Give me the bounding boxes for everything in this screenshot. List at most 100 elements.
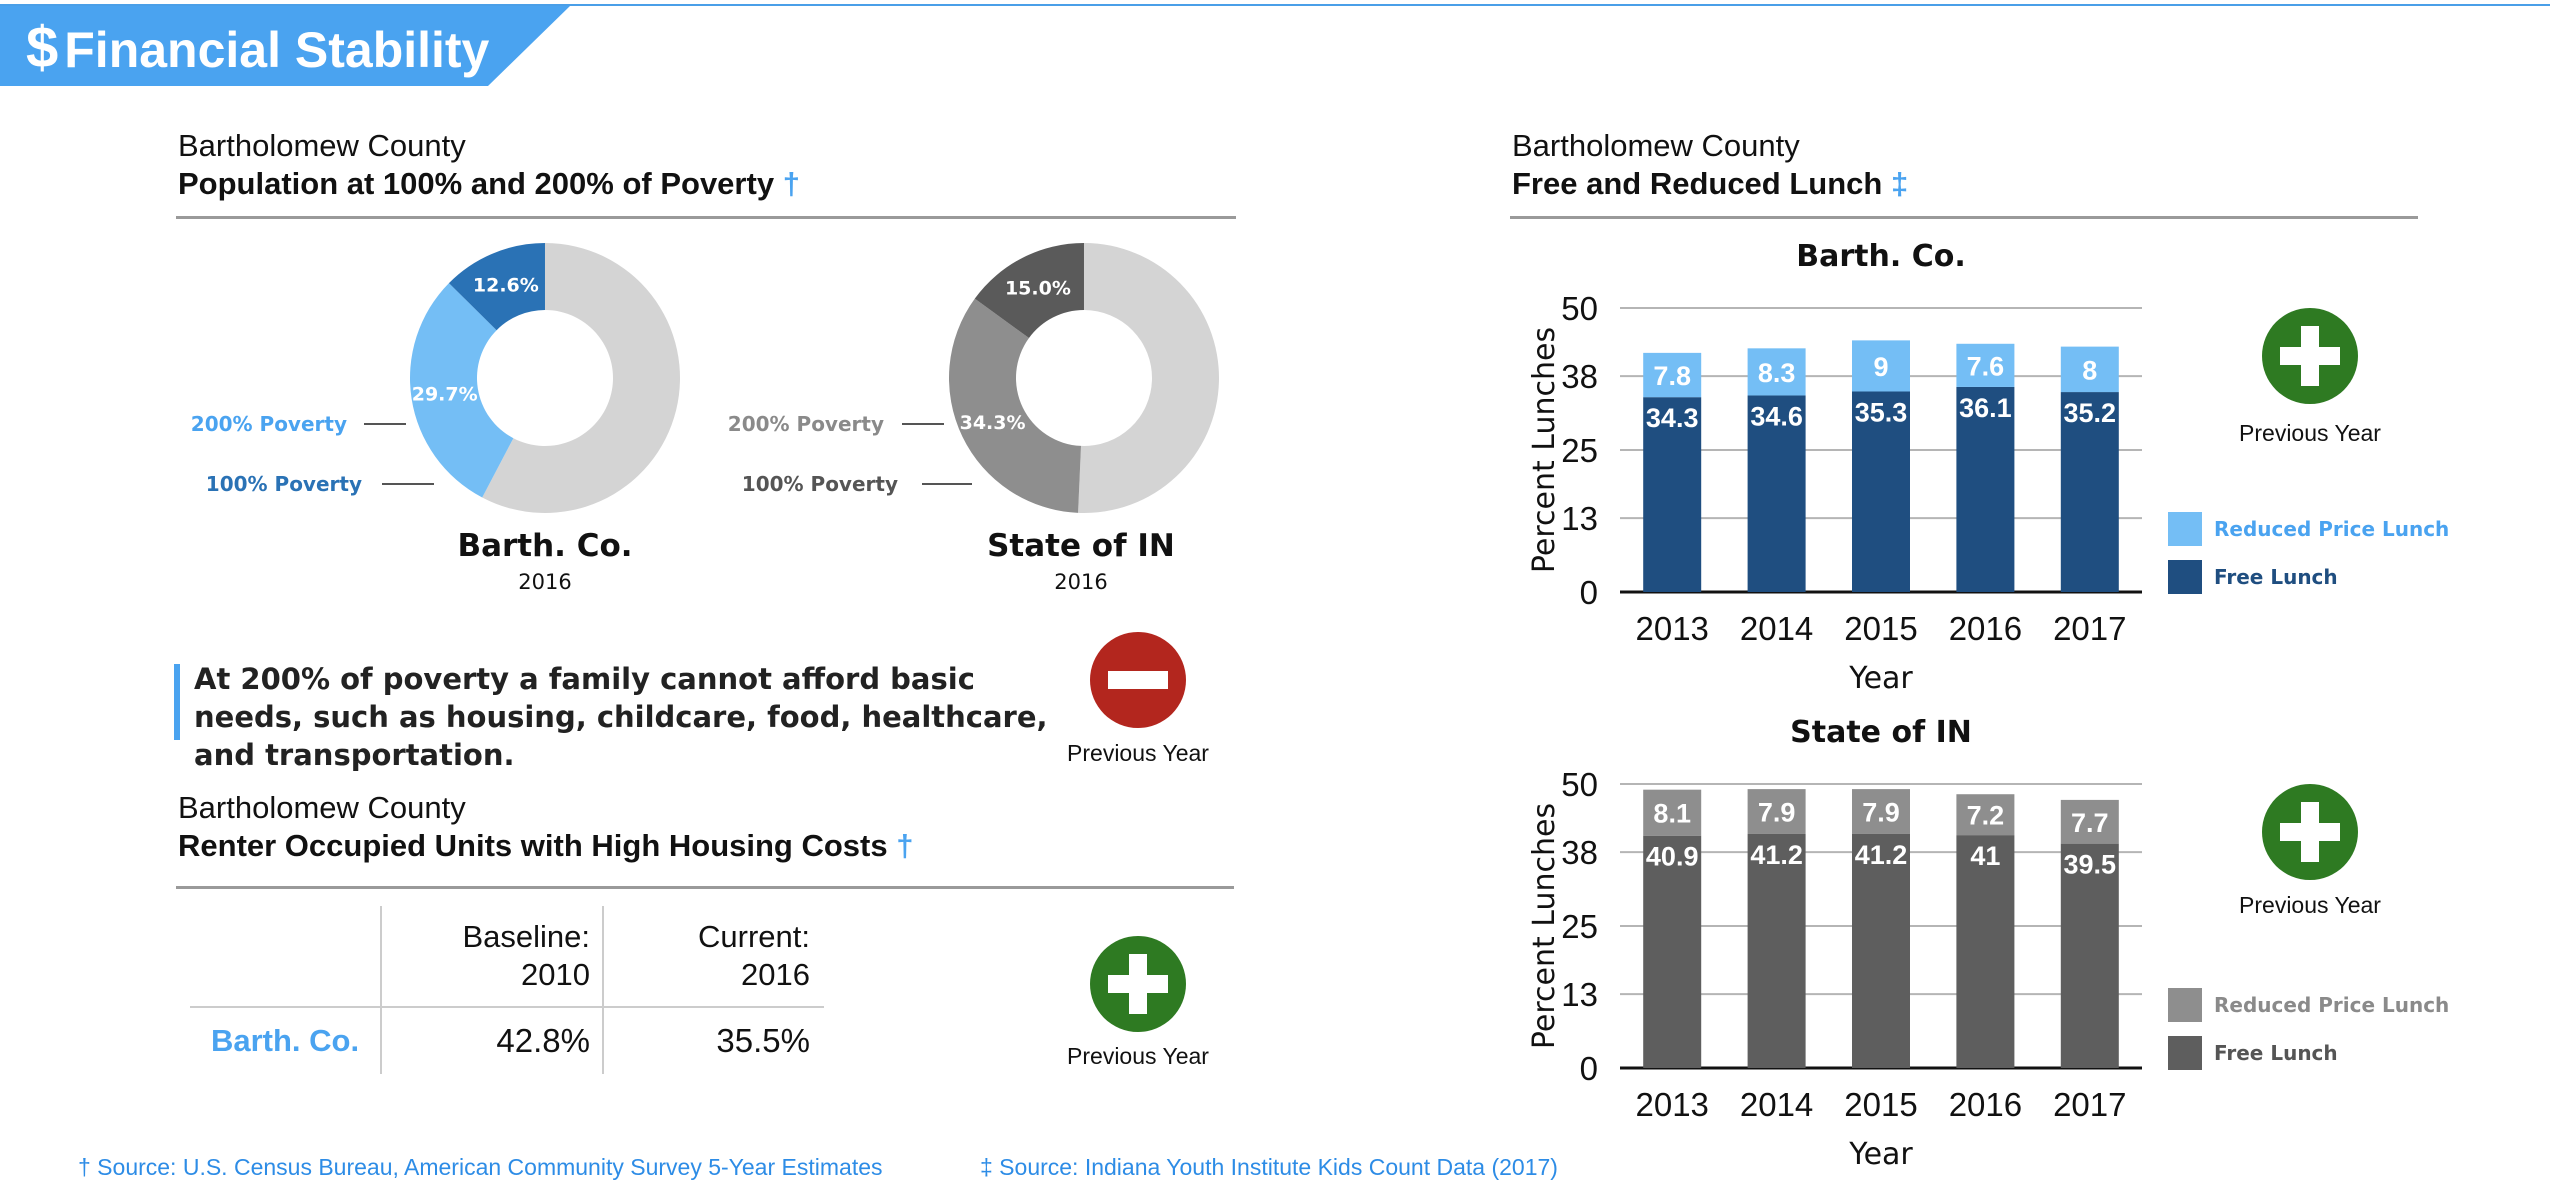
x-axis-label: Year (1848, 661, 1913, 696)
legend-label-free-state: Free Lunch (2214, 1041, 2338, 1065)
bar-reduced-lunch (1747, 789, 1806, 834)
data-label-free: 34.6 (1750, 401, 1803, 431)
legend-swatch-free-state (2168, 1036, 2202, 1070)
dagger-mark: † (782, 166, 800, 201)
housing-county: Bartholomew County (178, 790, 466, 825)
data-label-free: 41.2 (1750, 840, 1803, 870)
bar-free-lunch (1747, 395, 1806, 592)
donut-chart-barth: 29.7% 12.6% (410, 243, 680, 513)
bar-reduced-lunch (2060, 799, 2119, 844)
bar-free-lunch (2060, 392, 2119, 592)
x-tick-label: 2016 (1949, 1086, 2022, 1123)
source-iyi: ‡ Source: Indiana Youth Institute Kids C… (980, 1154, 1558, 1180)
current-header: Current: 2016 (603, 906, 824, 1008)
x-axis-label: Year (1848, 1137, 1913, 1172)
y-tick-label: 25 (1561, 432, 1598, 469)
bar-reduced-lunch (1852, 789, 1910, 834)
x-tick-label: 2015 (1844, 610, 1917, 647)
x-tick-label: 2014 (1740, 1086, 1813, 1123)
bar-reduced-lunch (1643, 352, 1702, 398)
data-label-reduced: 7.9 (1862, 798, 1900, 828)
x-tick-label: 2016 (1949, 610, 2022, 647)
x-tick-label: 2013 (1635, 610, 1708, 647)
banner-title-text: Financial Stability (64, 22, 490, 78)
y-tick-label: 38 (1561, 358, 1598, 395)
donut-state-year: 2016 (1054, 570, 1108, 594)
dagger-mark: ‡ (1890, 166, 1909, 201)
section-banner (0, 6, 570, 86)
y-tick-label: 50 (1561, 290, 1598, 327)
donut-barth-leader-100 (382, 483, 434, 485)
quote-accent-bar (174, 664, 180, 740)
donut-slice-100-poverty (448, 243, 545, 331)
donut-label-200: 29.7% (412, 384, 478, 406)
lunch-county: Bartholomew County (1512, 128, 1800, 163)
bar-reduced-lunch (2060, 346, 2119, 393)
dollar-icon: $ (26, 15, 59, 80)
data-label-reduced: 8.1 (1653, 799, 1691, 829)
source-census: † Source: U.S. Census Bureau, American C… (78, 1154, 883, 1180)
baseline-header: Baseline: 2010 (381, 906, 604, 1008)
y-tick-label: 25 (1561, 908, 1598, 945)
donut-state-label-100: 100% Poverty (741, 472, 898, 496)
data-label-free: 35.2 (2064, 398, 2117, 428)
x-tick-label: 2017 (2053, 1086, 2126, 1123)
donut-barth-year: 2016 (518, 570, 572, 594)
donut-slice-remaining (1078, 243, 1220, 513)
x-tick-label: 2017 (2053, 610, 2126, 647)
data-label-free: 35.3 (1855, 397, 1908, 427)
legend-label-reduced-barth: Reduced Price Lunch (2214, 517, 2450, 541)
poverty-title: Population at 100% and 200% of Poverty † (178, 166, 800, 201)
y-tick-label: 13 (1561, 500, 1598, 537)
donut-chart-state: 34.3% 15.0% (949, 243, 1220, 513)
bar-free-lunch (1852, 833, 1910, 1068)
legend-swatch-reduced-state (2168, 988, 2202, 1022)
plus-circle-icon (2262, 308, 2358, 404)
bar-reduced-lunch (1956, 794, 2015, 836)
donut-barth-label-200: 200% Poverty (190, 412, 347, 436)
bar-reduced-lunch (1747, 348, 1806, 396)
housing-rule (176, 886, 1234, 889)
plus-circle-icon (2262, 784, 2358, 880)
donut-label-100: 15.0% (1005, 278, 1071, 300)
donut-state-leader-200 (902, 423, 944, 425)
banner-title: $ Financial Stability (26, 14, 489, 81)
poverty-county: Bartholomew County (178, 128, 466, 163)
row-label-barth: Barth. Co. (190, 1007, 382, 1074)
current-value: 35.5% (716, 1022, 810, 1059)
bar-free-lunch (1956, 386, 2015, 592)
bar-free-lunch (2060, 843, 2119, 1068)
dagger-mark: † (896, 828, 914, 863)
prev-year-label-lunch-barth: Previous Year (2239, 420, 2381, 446)
legend-label-free-barth: Free Lunch (2214, 565, 2338, 589)
data-label-reduced: 8.3 (1758, 358, 1796, 388)
x-tick-label: 2014 (1740, 610, 1813, 647)
poverty-rule (176, 216, 1236, 219)
poverty-quote: At 200% of poverty a family cannot affor… (194, 662, 1048, 772)
legend-swatch-reduced-barth (2168, 512, 2202, 546)
data-label-reduced: 7.8 (1653, 361, 1691, 391)
prev-year-label-poverty: Previous Year (1067, 740, 1209, 766)
data-label-free: 39.5 (2064, 850, 2117, 880)
chart-title: Barth. Co. (1796, 239, 1965, 274)
minus-circle-icon (1090, 632, 1186, 728)
donut-label-100: 12.6% (473, 274, 539, 296)
bar-reduced-lunch (1852, 340, 1910, 392)
prev-year-label-housing: Previous Year (1067, 1043, 1209, 1069)
donut-barth-label-100: 100% Poverty (205, 472, 362, 496)
bar-free-lunch (1852, 391, 1910, 592)
donut-barth-name: Barth. Co. (457, 528, 633, 564)
data-label-reduced: 7.7 (2071, 808, 2109, 838)
x-tick-label: 2015 (1844, 1086, 1917, 1123)
y-axis-label: Percent Lunches (1527, 803, 1562, 1049)
data-label-free: 36.1 (1959, 393, 2012, 423)
prev-year-label-lunch-state: Previous Year (2239, 892, 2381, 918)
donut-label-200: 34.3% (960, 412, 1026, 434)
table-row: Barth. Co. 42.8% 35.5% (190, 1007, 824, 1074)
data-label-free: 41.2 (1855, 840, 1908, 870)
chart-title: State of IN (1790, 715, 1972, 750)
donut-slice-200-poverty (410, 283, 514, 498)
y-axis-label: Percent Lunches (1527, 327, 1562, 573)
